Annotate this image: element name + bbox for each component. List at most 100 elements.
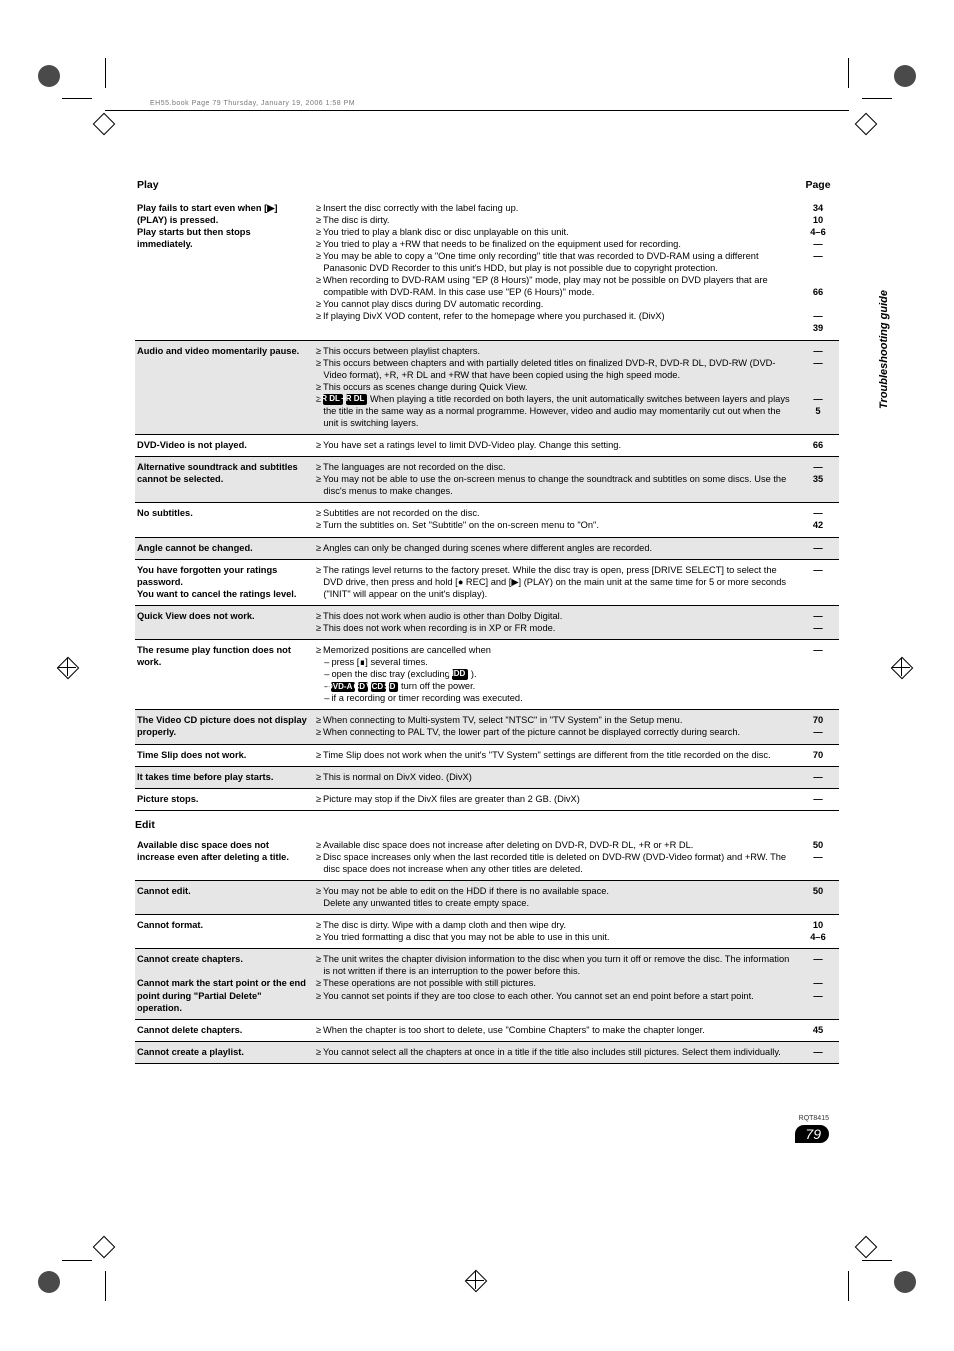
explanation-cell: Memorized positions are cancelled whenpr… [313, 639, 801, 709]
issue-cell: Cannot delete chapters. [135, 1019, 313, 1041]
issue-cell: Available disc space does not increase e… [135, 835, 313, 881]
table-row: You have forgotten your ratings password… [135, 559, 839, 605]
page-ref-cell: 70 [801, 744, 839, 766]
table-row: Cannot create chapters. Cannot mark the … [135, 949, 839, 1019]
issue-cell: The resume play function does not work. [135, 639, 313, 709]
page-ref-cell: 45 [801, 1019, 839, 1041]
table-row: It takes time before play starts.This is… [135, 766, 839, 788]
explanation-cell: The ratings level returns to the factory… [313, 559, 801, 605]
crop-line [62, 98, 92, 99]
explanation-cell: Insert the disc correctly with the label… [313, 198, 801, 340]
page-ref-cell: — 35 [801, 457, 839, 503]
issue-cell: Time Slip does not work. [135, 744, 313, 766]
table-row: The Video CD picture does not display pr… [135, 710, 839, 744]
table-row: Time Slip does not work.Time Slip does n… [135, 744, 839, 766]
table-row: Alternative soundtrack and subtitles can… [135, 457, 839, 503]
page-ref-cell: — — [801, 605, 839, 639]
issue-cell: Play fails to start even when [▶] (PLAY)… [135, 198, 313, 340]
explanation-cell: Picture may stop if the DivX files are g… [313, 788, 801, 810]
page-ref-cell: — [801, 766, 839, 788]
crop-line [862, 98, 892, 99]
issue-cell: Cannot format. [135, 915, 313, 949]
table-row: Cannot edit.You may not be able to edit … [135, 881, 839, 915]
print-header-slug: EH55.book Page 79 Thursday, January 19, … [150, 100, 355, 107]
page-ref-cell: — [801, 788, 839, 810]
header-rule [105, 110, 849, 111]
play-section-title: Play [135, 175, 313, 198]
media-badge: -R DL [323, 394, 343, 404]
crop-line [848, 1271, 849, 1301]
page: EH55.book Page 79 Thursday, January 19, … [0, 0, 954, 1351]
explanation-cell: This does not work when audio is other t… [313, 605, 801, 639]
crop-line [105, 1271, 106, 1301]
issue-cell: Audio and video momentarily pause. [135, 340, 313, 435]
explanation-cell: You may not be able to edit on the HDD i… [313, 881, 801, 915]
page-ref-cell: 50 — [801, 835, 839, 881]
issue-cell: Angle cannot be changed. [135, 537, 313, 559]
issue-cell: The Video CD picture does not display pr… [135, 710, 313, 744]
explanation-cell: When the chapter is too short to delete,… [313, 1019, 801, 1041]
media-badge: +R DL [346, 394, 368, 404]
page-ref-cell: 70 — [801, 710, 839, 744]
edit-section-title: Edit [135, 817, 839, 835]
crop-line [105, 58, 106, 88]
page-ref-cell: 10 4–6 [801, 915, 839, 949]
page-ref-cell: — [801, 1041, 839, 1063]
table-row: Available disc space does not increase e… [135, 835, 839, 881]
explanation-cell: This occurs between playlist chapters.Th… [313, 340, 801, 435]
table-row: Angle cannot be changed.Angles can only … [135, 537, 839, 559]
page-ref-cell: — — — 5 [801, 340, 839, 435]
issue-cell: Picture stops. [135, 788, 313, 810]
explanation-cell: The disc is dirty. Wipe with a damp clot… [313, 915, 801, 949]
page-ref-cell: — — — [801, 949, 839, 1019]
explanation-cell: This is normal on DivX video. (DivX) [313, 766, 801, 788]
page-ref-cell: — [801, 559, 839, 605]
table-row: The resume play function does not work.M… [135, 639, 839, 709]
issue-cell: Quick View does not work. [135, 605, 313, 639]
crop-line [848, 58, 849, 88]
issue-cell: DVD-Video is not played. [135, 435, 313, 457]
media-badge: HDD [452, 669, 468, 679]
explanation-cell: You have set a ratings level to limit DV… [313, 435, 801, 457]
table-row: Cannot delete chapters.When the chapter … [135, 1019, 839, 1041]
side-section-label: Troubleshooting guide [878, 290, 890, 409]
issue-cell: Cannot create a playlist. [135, 1041, 313, 1063]
explanation-cell: Angles can only be changed during scenes… [313, 537, 801, 559]
explanation-cell: Subtitles are not recorded on the disc.T… [313, 503, 801, 537]
crop-line [862, 1260, 892, 1261]
table-row: Quick View does not work.This does not w… [135, 605, 839, 639]
explanation-cell: You cannot select all the chapters at on… [313, 1041, 801, 1063]
table-row: Cannot format.The disc is dirty. Wipe wi… [135, 915, 839, 949]
issue-cell: Cannot edit. [135, 881, 313, 915]
table-row: No subtitles.Subtitles are not recorded … [135, 503, 839, 537]
issue-cell: No subtitles. [135, 503, 313, 537]
table-row: Picture stops.Picture may stop if the Di… [135, 788, 839, 810]
play-table: Play Page Play fails to start even when … [135, 175, 839, 811]
page-ref-cell: — 42 [801, 503, 839, 537]
edit-table: Available disc space does not increase e… [135, 835, 839, 1064]
footer-doc-code: RQT8415 [125, 1115, 829, 1122]
media-badge: SD [389, 682, 399, 692]
issue-cell: Cannot create chapters. Cannot mark the … [135, 949, 313, 1019]
explanation-cell: Time Slip does not work when the unit's … [313, 744, 801, 766]
media-badge: DVD-A [331, 682, 355, 692]
page-ref-cell: — [801, 537, 839, 559]
explanation-cell: Available disc space does not increase a… [313, 835, 801, 881]
table-row: DVD-Video is not played.You have set a r… [135, 435, 839, 457]
footer-page-number: 79 [795, 1125, 829, 1143]
table-row: Play fails to start even when [▶] (PLAY)… [135, 198, 839, 340]
issue-cell: Alternative soundtrack and subtitles can… [135, 457, 313, 503]
page-column-label: Page [801, 175, 839, 198]
page-ref-cell: 34 10 4–6 — — 66 — 39 [801, 198, 839, 340]
table-row: Audio and video momentarily pause.This o… [135, 340, 839, 435]
page-ref-cell: — [801, 639, 839, 709]
page-ref-cell: 50 [801, 881, 839, 915]
explanation-cell: The unit writes the chapter division inf… [313, 949, 801, 1019]
explanation-cell: The languages are not recorded on the di… [313, 457, 801, 503]
issue-cell: You have forgotten your ratings password… [135, 559, 313, 605]
issue-cell: It takes time before play starts. [135, 766, 313, 788]
crop-line [62, 1260, 92, 1261]
explanation-cell: When connecting to Multi-system TV, sele… [313, 710, 801, 744]
table-row: Cannot create a playlist.You cannot sele… [135, 1041, 839, 1063]
page-footer: RQT8415 79 [125, 1115, 829, 1144]
